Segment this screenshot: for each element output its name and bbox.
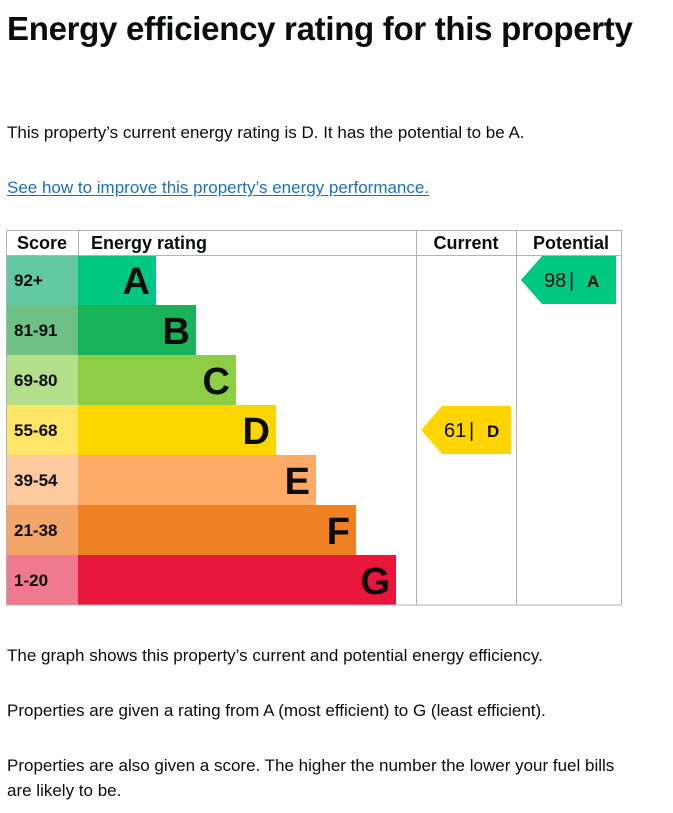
score-range-c: 69-80 <box>14 371 57 390</box>
rating-bar-b <box>78 305 196 355</box>
explanation-ratings: Properties are given a rating from A (mo… <box>7 701 546 720</box>
score-range-a: 92+ <box>14 271 43 290</box>
score-cell-d <box>6 405 78 455</box>
score-range-d: 55-68 <box>14 421 57 440</box>
rating-letter-g: G <box>360 561 390 603</box>
improve-performance-link[interactable]: See how to improve this property’s energ… <box>7 178 430 197</box>
potential-rating-arrow <box>521 256 616 304</box>
score-column-header: Score <box>17 233 67 253</box>
energy-rating-chart: 92+ A81-91 B69-80 C55-68 D39-54 E21-38 F1-20 G … <box>6 230 622 606</box>
score-cell-a <box>6 255 78 305</box>
rating-letter-f: F <box>327 511 350 553</box>
current-rating-arrow <box>421 406 511 454</box>
rating-bar-g <box>78 555 396 605</box>
energy-rating-column-header: Energy rating <box>91 233 207 253</box>
current-rating-letter: D <box>487 422 499 441</box>
rating-summary: This property’s current energy rating is… <box>7 123 525 142</box>
potential-rating-separator: | <box>569 270 574 292</box>
current-column-header: Current <box>433 233 498 253</box>
chart-grid <box>6 230 622 606</box>
rating-letter-a: A <box>123 261 150 303</box>
score-cell-b <box>6 305 78 355</box>
potential-column-header: Potential <box>533 233 609 253</box>
rating-bands: 92+ A 81-91 B 69-80 C 55-68 D 39-54 E 21-38 F 1-20 G <box>6 255 396 605</box>
rating-bar-f <box>78 505 356 555</box>
score-cell-c <box>6 355 78 405</box>
score-range-e: 39-54 <box>14 471 58 490</box>
rating-bar-d <box>78 405 276 455</box>
current-rating-score: 61 <box>444 420 466 442</box>
rating-bar-e <box>78 455 316 505</box>
score-cell-e <box>6 455 78 505</box>
score-range-f: 21-38 <box>14 521 57 540</box>
rating-letter-d: D <box>243 411 270 453</box>
chart-headers: Score Energy rating Current Potential <box>17 233 609 253</box>
rating-letter-b: B <box>163 311 190 353</box>
score-range-b: 81-91 <box>14 321 57 340</box>
potential-rating-score: 98 <box>544 270 566 292</box>
rating-bar-a <box>78 255 156 305</box>
score-range-g: 1-20 <box>14 571 48 590</box>
current-rating-indicator: 61 | D <box>421 406 511 454</box>
score-cell-g <box>6 555 78 605</box>
explanation-score: Properties are also given a score. The h… <box>7 756 615 800</box>
explanation-graph: The graph shows this property’s current … <box>7 646 543 665</box>
rating-bar-c <box>78 355 236 405</box>
current-rating-separator: | <box>469 420 474 442</box>
rating-letter-c: C <box>203 361 230 403</box>
score-cell-f <box>6 505 78 555</box>
chart-border <box>6 230 622 606</box>
potential-rating-letter: A <box>587 272 599 291</box>
page-title: Energy efficiency rating for this proper… <box>7 10 633 47</box>
rating-letter-e: E <box>285 461 310 503</box>
rating-indicators: 61 | D98 | A <box>421 256 616 454</box>
potential-rating-indicator: 98 | A <box>521 256 616 304</box>
